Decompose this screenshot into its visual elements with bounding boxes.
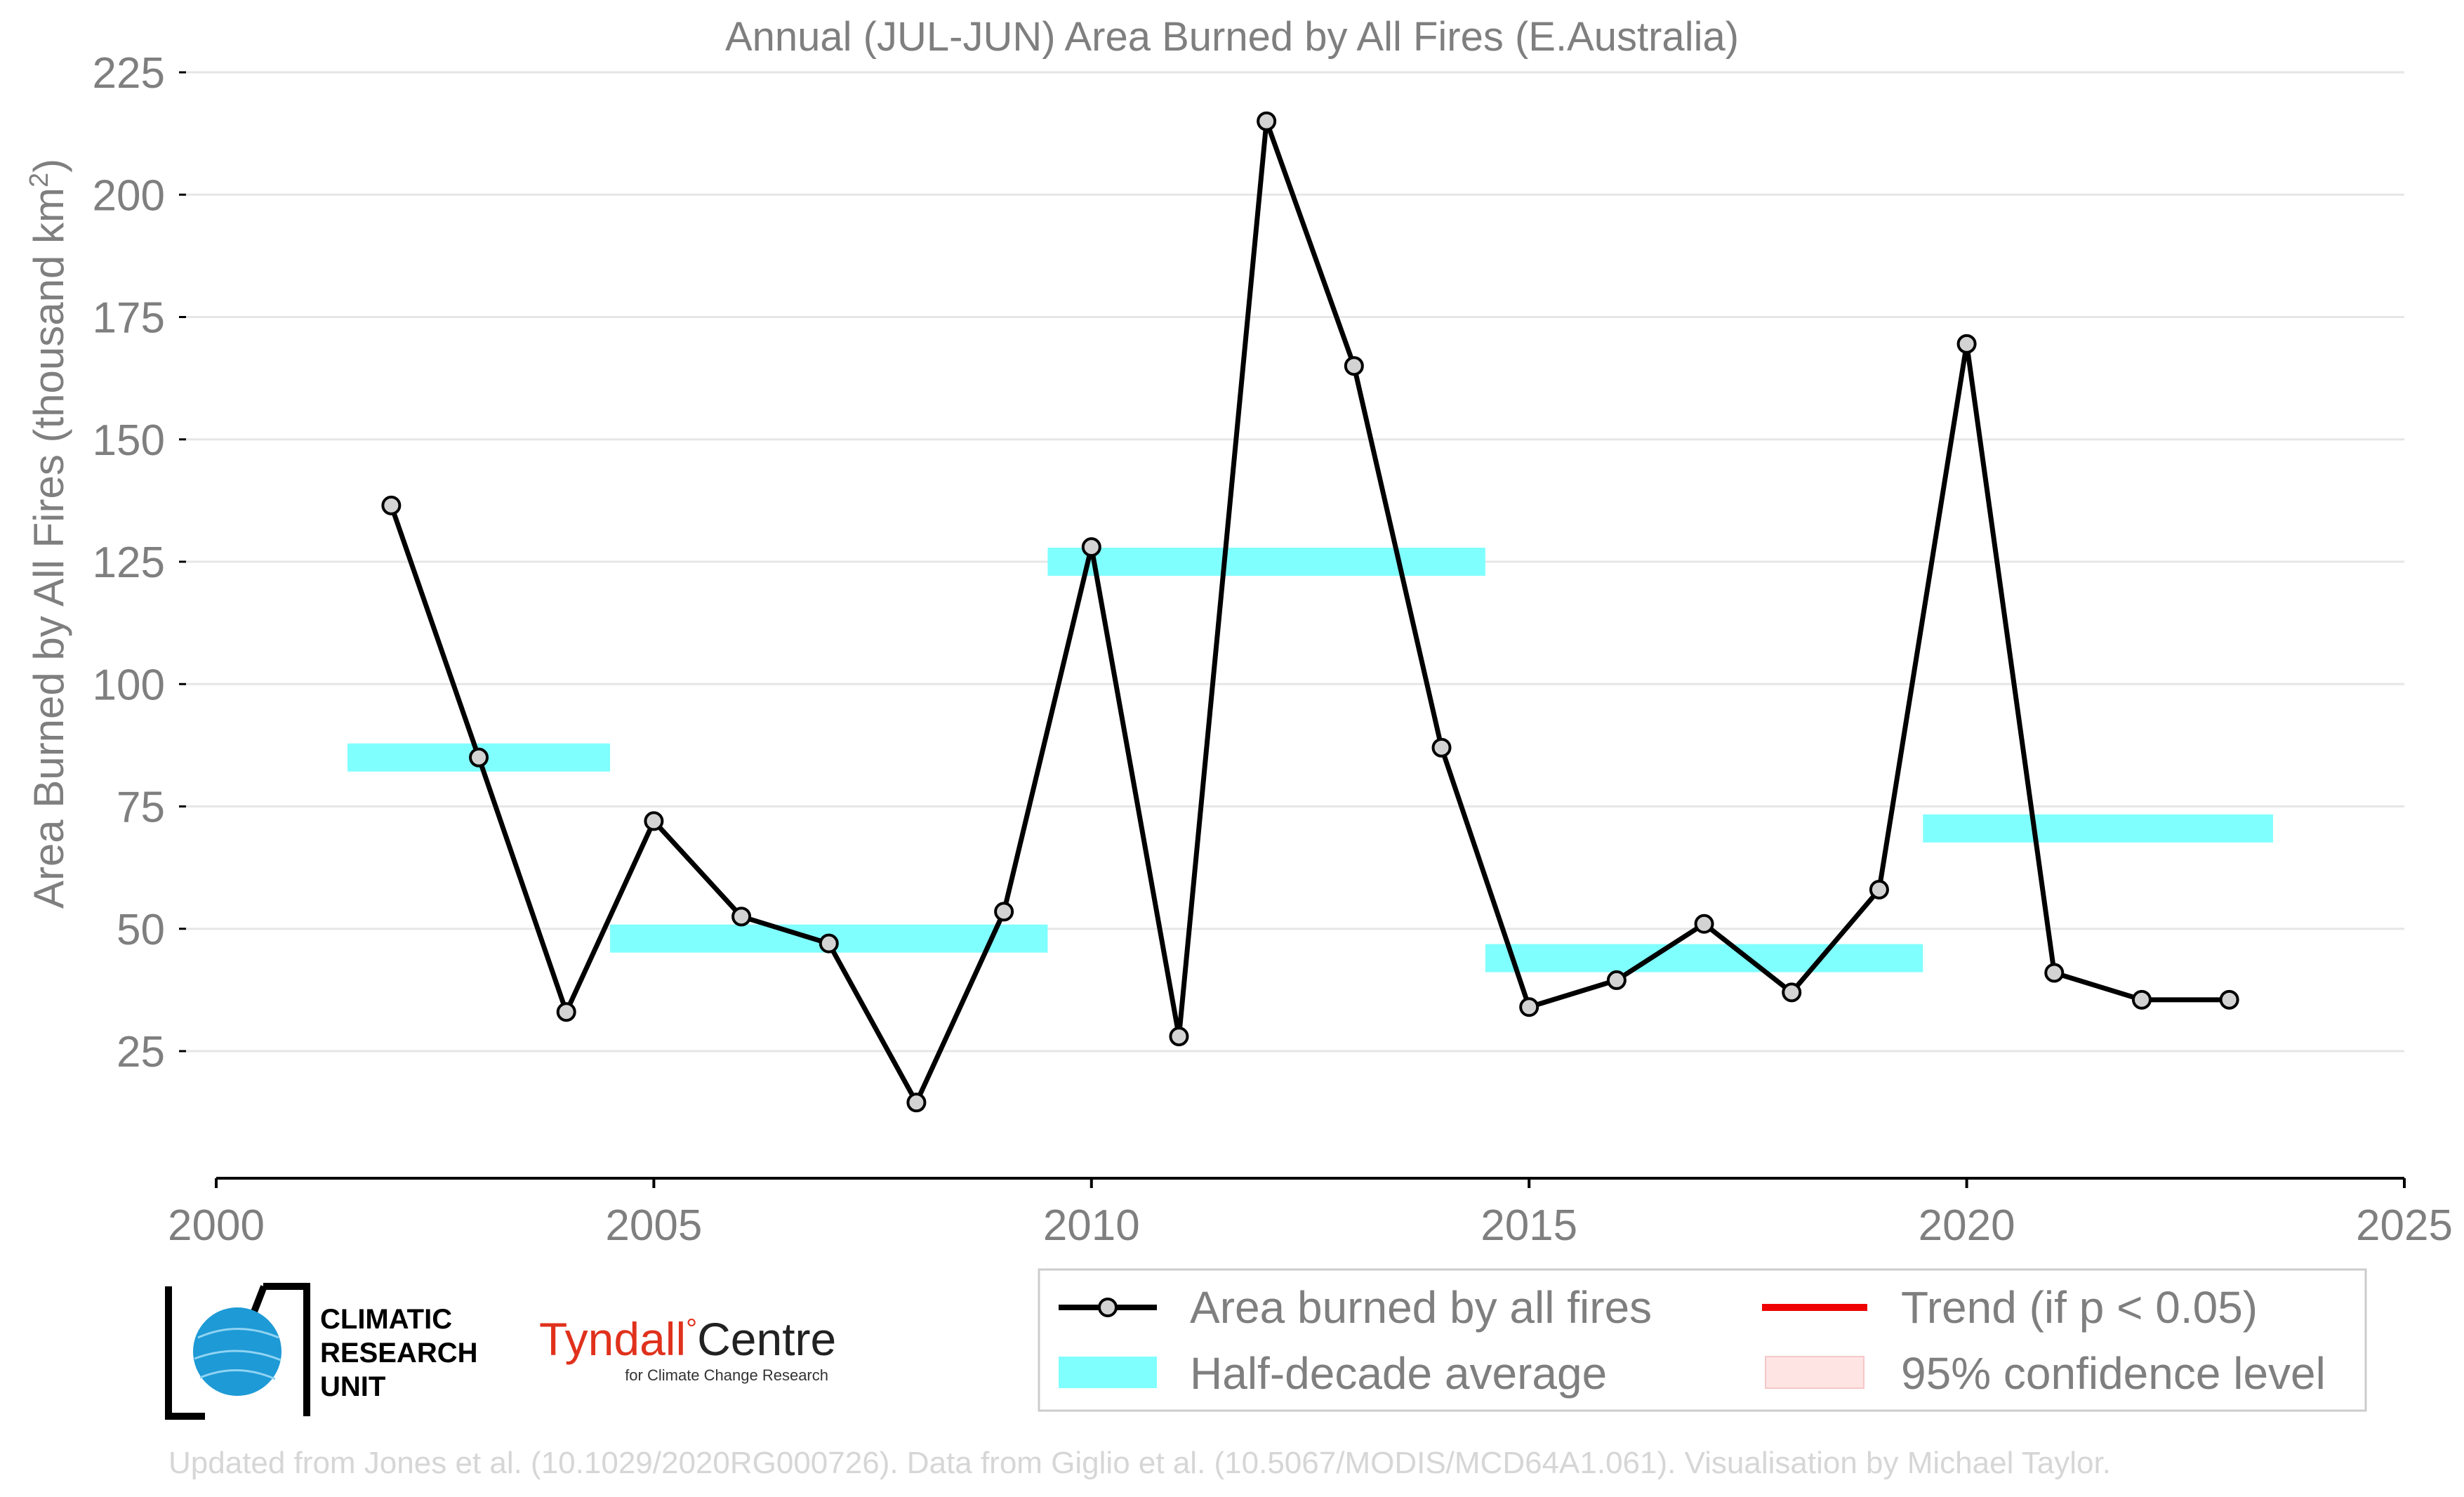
cru-bracket-right: [263, 1283, 310, 1416]
legend-label-trend: Trend (if p < 0.05): [1901, 1282, 2258, 1333]
y-axis-label: Area Burned by All Fires (thousand km2): [25, 159, 72, 909]
data-point-2021: [2044, 963, 2065, 983]
x-tick-label: 2010: [1043, 1201, 1140, 1250]
y-tick-label: 125: [93, 539, 165, 587]
cru-text-line-2: RESEARCH: [320, 1338, 477, 1369]
tyndall-wordmark: Tyndall°Centre: [539, 1313, 836, 1365]
data-point-2022: [2131, 989, 2152, 1010]
data-point-2006: [731, 906, 752, 927]
x-axis: 2000 2005 2010 2015 2020 2025: [168, 1177, 2453, 1250]
half-decade-band: [1047, 548, 1485, 576]
legend-label-confidence: 95% confidence level: [1901, 1348, 2326, 1399]
cru-text-line-1: CLIMATIC: [320, 1304, 452, 1335]
legend-label-area: Area burned by all fires: [1190, 1282, 1652, 1333]
half-decade-band: [1923, 814, 2273, 843]
data-point-2003: [469, 747, 489, 767]
data-point-2014: [1431, 737, 1452, 758]
data-point-2023: [2219, 989, 2239, 1010]
x-tick-label: 2005: [605, 1201, 702, 1250]
x-tick-label: 2015: [1481, 1201, 1577, 1250]
y-axis-ticks: 25 50 75 100 125 150 175 200 225: [93, 49, 186, 1076]
data-point-2011: [1169, 1027, 1189, 1047]
tyndall-subtitle: for Climate Change Research: [625, 1366, 828, 1384]
data-point-2013: [1344, 356, 1364, 376]
y-tick-label: 100: [93, 661, 165, 709]
x-tick-label: 2000: [168, 1201, 265, 1250]
half-decade-bands: [347, 548, 2273, 972]
data-point-2012: [1257, 111, 1277, 131]
cru-text-line-3: UNIT: [320, 1371, 385, 1402]
data-point-2009: [994, 902, 1014, 922]
legend-confidence-swatch: [1765, 1356, 1864, 1389]
data-point-2002: [381, 495, 402, 515]
y-tick-label: 225: [93, 49, 165, 98]
data-point-2010: [1081, 537, 1101, 558]
x-tick-label: 2025: [2356, 1201, 2453, 1250]
data-point-2019: [1869, 879, 1889, 899]
footer-credits: Updated from Jones et al. (10.1029/2020R…: [168, 1446, 2111, 1480]
cru-bracket-left: [165, 1286, 205, 1420]
data-point-2018: [1782, 982, 1802, 1003]
data-point-2004: [556, 1002, 576, 1022]
data-point-2016: [1606, 970, 1627, 990]
y-tick-label: 50: [117, 906, 165, 954]
y-tick-label: 200: [93, 171, 165, 220]
globe-lines: [194, 1328, 281, 1380]
y-tick-label: 175: [93, 294, 165, 343]
data-point-2008: [906, 1093, 927, 1113]
data-point-2015: [1519, 997, 1539, 1017]
legend-marker-swatch: [1098, 1298, 1118, 1317]
legend-box: [1038, 1268, 2367, 1412]
legend: Area burned by all fires Trend (if p < 0…: [1038, 1268, 2367, 1412]
half-decade-band: [1485, 944, 1923, 972]
data-point-2020: [1956, 334, 1977, 354]
legend-label-half-decade: Half-decade average: [1190, 1348, 1607, 1399]
x-tick-label: 2020: [1919, 1201, 2015, 1250]
cru-logo: CLIMATIC RESEARCH UNIT: [165, 1283, 477, 1420]
tyndall-logo: Tyndall°Centre for Climate Change Resear…: [539, 1313, 836, 1384]
data-point-2005: [644, 811, 664, 831]
data-point-2007: [819, 933, 839, 954]
series-area-burned: [381, 111, 2239, 1113]
y-tick-label: 150: [93, 416, 165, 465]
data-point-2017: [1694, 914, 1714, 934]
series-line: [389, 119, 2230, 1105]
y-tick-label: 25: [117, 1028, 165, 1076]
y-tick-label: 75: [117, 784, 165, 832]
legend-band-swatch: [1059, 1357, 1157, 1388]
chart-title: Annual (JUL-JUN) Area Burned by All Fire…: [725, 14, 1739, 60]
